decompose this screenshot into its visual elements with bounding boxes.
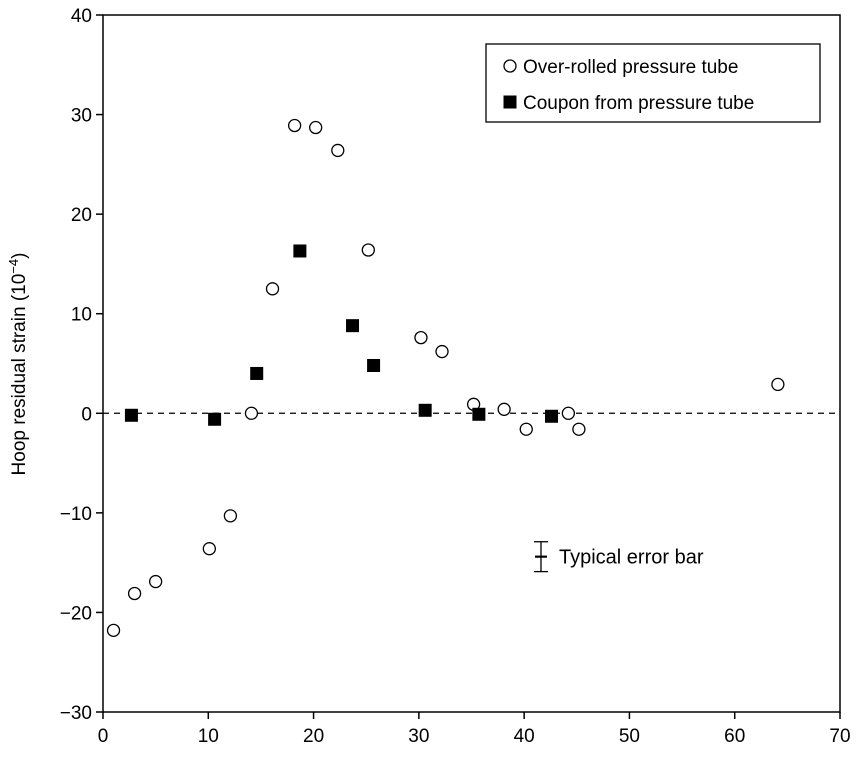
square-point xyxy=(545,409,559,423)
legend-box xyxy=(485,43,821,123)
x-tick-label: 40 xyxy=(514,726,535,747)
x-tick-label: 10 xyxy=(198,726,219,747)
y-axis-ticks: −30 −20 −10 0 10 20 30 40 xyxy=(60,6,103,724)
circle-point xyxy=(127,586,142,601)
square-point xyxy=(367,358,381,372)
circle-point xyxy=(309,120,323,135)
y-tick-label: 40 xyxy=(71,6,92,27)
circle-point xyxy=(202,542,216,556)
circle-point xyxy=(331,143,345,158)
square-point xyxy=(124,408,138,422)
y-tick-label: 30 xyxy=(71,106,92,127)
data-points xyxy=(106,118,785,638)
circle-point xyxy=(223,509,238,523)
circle-point xyxy=(435,344,449,359)
x-tick-label: 20 xyxy=(303,726,324,747)
legend-square-marker xyxy=(503,95,517,109)
circle-point xyxy=(519,422,533,436)
legend-label: Coupon from pressure tube xyxy=(523,93,754,114)
y-tick-label: 20 xyxy=(71,205,92,226)
circle-point xyxy=(497,402,511,416)
circle-point xyxy=(561,406,576,420)
circle-point xyxy=(106,623,121,638)
circle-point xyxy=(265,282,280,296)
x-tick-label: 70 xyxy=(829,726,850,747)
circle-point xyxy=(572,422,586,436)
legend-label: Over-rolled pressure tube xyxy=(523,57,738,78)
circle-point xyxy=(771,377,785,392)
circle-point xyxy=(287,118,302,133)
error-bar-label: Typical error bar xyxy=(559,547,704,569)
y-axis-label: Hoop residual strain (10−4) xyxy=(6,253,31,476)
square-point xyxy=(293,244,307,258)
circle-point xyxy=(361,243,375,257)
x-axis-ticks: 0 10 20 30 40 50 60 70 xyxy=(98,712,851,747)
plot-frame xyxy=(102,14,841,713)
square-point xyxy=(472,407,486,421)
square-point xyxy=(250,366,264,380)
circle-point xyxy=(414,330,428,345)
y-tick-label: 0 xyxy=(81,404,92,425)
circle-point xyxy=(148,574,163,589)
x-tick-label: 30 xyxy=(408,726,429,747)
y-tick-label: −30 xyxy=(60,703,92,724)
y-tick-label: 10 xyxy=(71,305,92,326)
legend: Over-rolled pressure tube Coupon from pre… xyxy=(485,43,821,123)
square-point xyxy=(418,403,432,417)
series-coupon xyxy=(124,244,559,426)
square-point xyxy=(346,319,360,333)
plot-border xyxy=(102,14,841,713)
x-tick-label: 0 xyxy=(98,726,109,747)
square-point xyxy=(208,412,222,426)
circle-point xyxy=(244,406,259,420)
y-axis-label-exponent: −4 xyxy=(6,259,21,274)
x-tick-label: 50 xyxy=(619,726,640,747)
y-tick-label: −10 xyxy=(60,504,92,525)
x-tick-label: 60 xyxy=(724,726,745,747)
typical-error-bar: Typical error bar xyxy=(533,541,704,573)
y-axis-label-end: ) xyxy=(9,253,30,259)
y-axis-label-main: Hoop residual strain (10 xyxy=(9,274,30,476)
series-over-rolled xyxy=(106,118,785,638)
y-tick-label: −20 xyxy=(60,603,92,624)
legend-circle-marker xyxy=(503,59,517,73)
